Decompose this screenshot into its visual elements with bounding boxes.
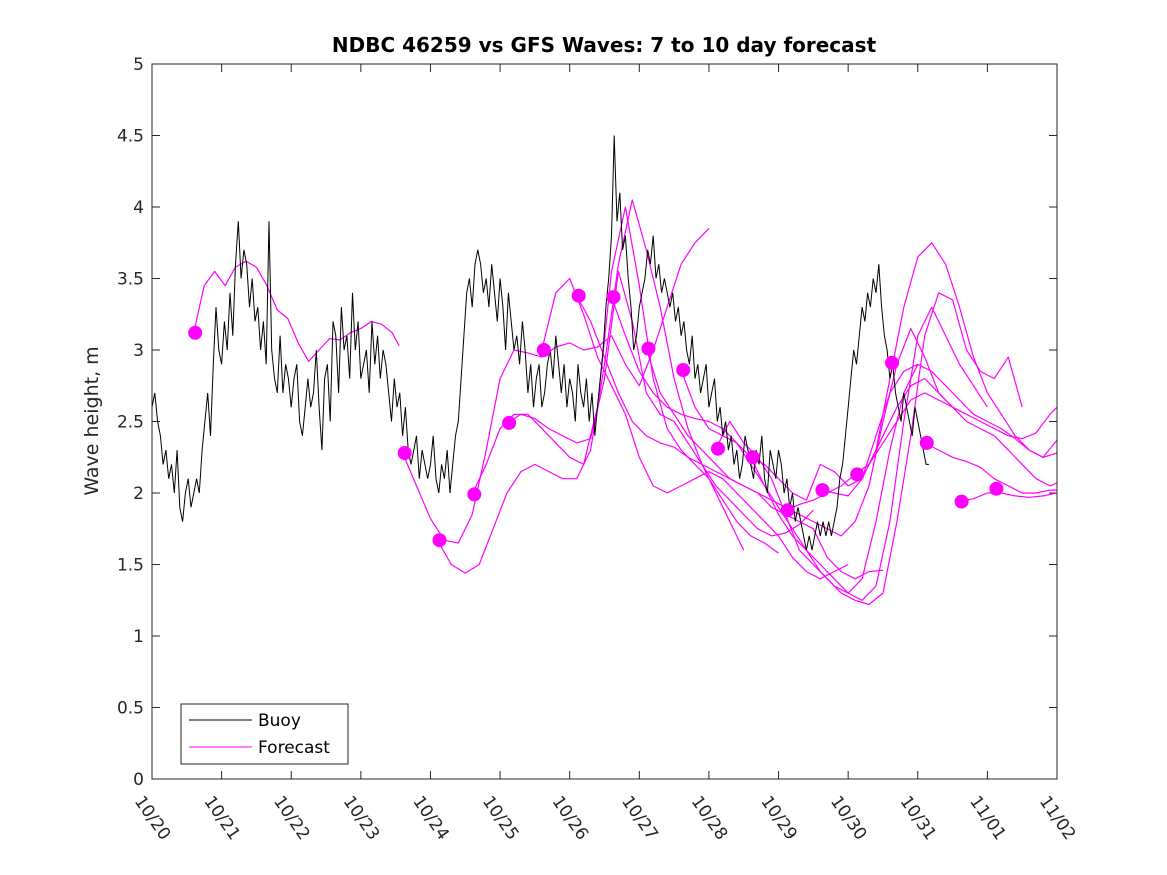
forecast-point	[502, 415, 517, 430]
forecast-point	[711, 441, 725, 456]
forecast-point	[467, 487, 482, 502]
y-tick-label: 4	[133, 198, 144, 218]
plot-frame	[151, 63, 1058, 780]
forecast-point	[780, 503, 795, 518]
forecast-line-4	[471, 206, 779, 554]
forecast-point	[432, 533, 447, 548]
y-tick-label: 2	[133, 484, 144, 504]
forecast-point	[885, 355, 899, 370]
legend-buoy-label: Buoy	[258, 711, 301, 731]
forecast-line-15	[854, 378, 1058, 487]
forecast-line-11	[715, 292, 1023, 606]
forecast-line-16	[924, 442, 1057, 494]
forecast-line-5	[506, 270, 814, 537]
forecast-line-1	[193, 260, 400, 362]
y-tick-label: 1	[133, 627, 144, 647]
y-tick-label: 5	[133, 55, 144, 75]
plot-area	[152, 64, 1057, 779]
forecast-line-13	[785, 392, 1058, 511]
legend-box	[180, 703, 349, 765]
forecast-point	[954, 494, 969, 509]
buoy-line	[151, 135, 929, 551]
forecast-point	[188, 325, 203, 340]
chart-title: NDBC 46259 vs GFS Waves: 7 to 10 day for…	[332, 33, 877, 57]
forecast-point	[919, 435, 934, 450]
forecast-point	[571, 288, 586, 303]
y-tick-label: 3	[133, 341, 144, 361]
forecast-line-14	[820, 363, 1058, 497]
forecast-point	[745, 450, 760, 465]
forecast-lines	[193, 199, 1058, 606]
forecast-line-12	[750, 242, 1058, 501]
y-tick-label: 4.5	[117, 127, 144, 147]
forecast-markers	[188, 288, 1004, 548]
forecast-point	[397, 446, 412, 460]
y-tick-label: 0.5	[117, 699, 144, 719]
forecast-point	[850, 467, 865, 482]
legend-forecast-label: Forecast	[258, 738, 330, 758]
forecast-line-6	[541, 277, 849, 580]
buoy-series	[151, 135, 929, 551]
forecast-point	[676, 363, 691, 377]
forecast-point	[606, 290, 621, 305]
y-tick-label: 0	[133, 770, 144, 790]
forecast-point	[815, 483, 830, 498]
forecast-point	[989, 481, 1004, 496]
y-axis-label: Wave height, m	[81, 346, 103, 495]
y-tick-label: 3.5	[117, 270, 144, 290]
forecast-point	[536, 343, 551, 357]
legend: Buoy Forecast	[180, 703, 349, 765]
forecast-line-2	[402, 227, 710, 544]
y-tick-label: 1.5	[117, 556, 144, 576]
y-axis-ticks: 0 0.5 1 1.5 2 2.5 3 3.5 4 4.5 5	[117, 55, 1057, 790]
y-tick-label: 2.5	[117, 413, 144, 433]
forecast-line-17	[959, 492, 1058, 503]
forecast-point	[641, 341, 656, 356]
